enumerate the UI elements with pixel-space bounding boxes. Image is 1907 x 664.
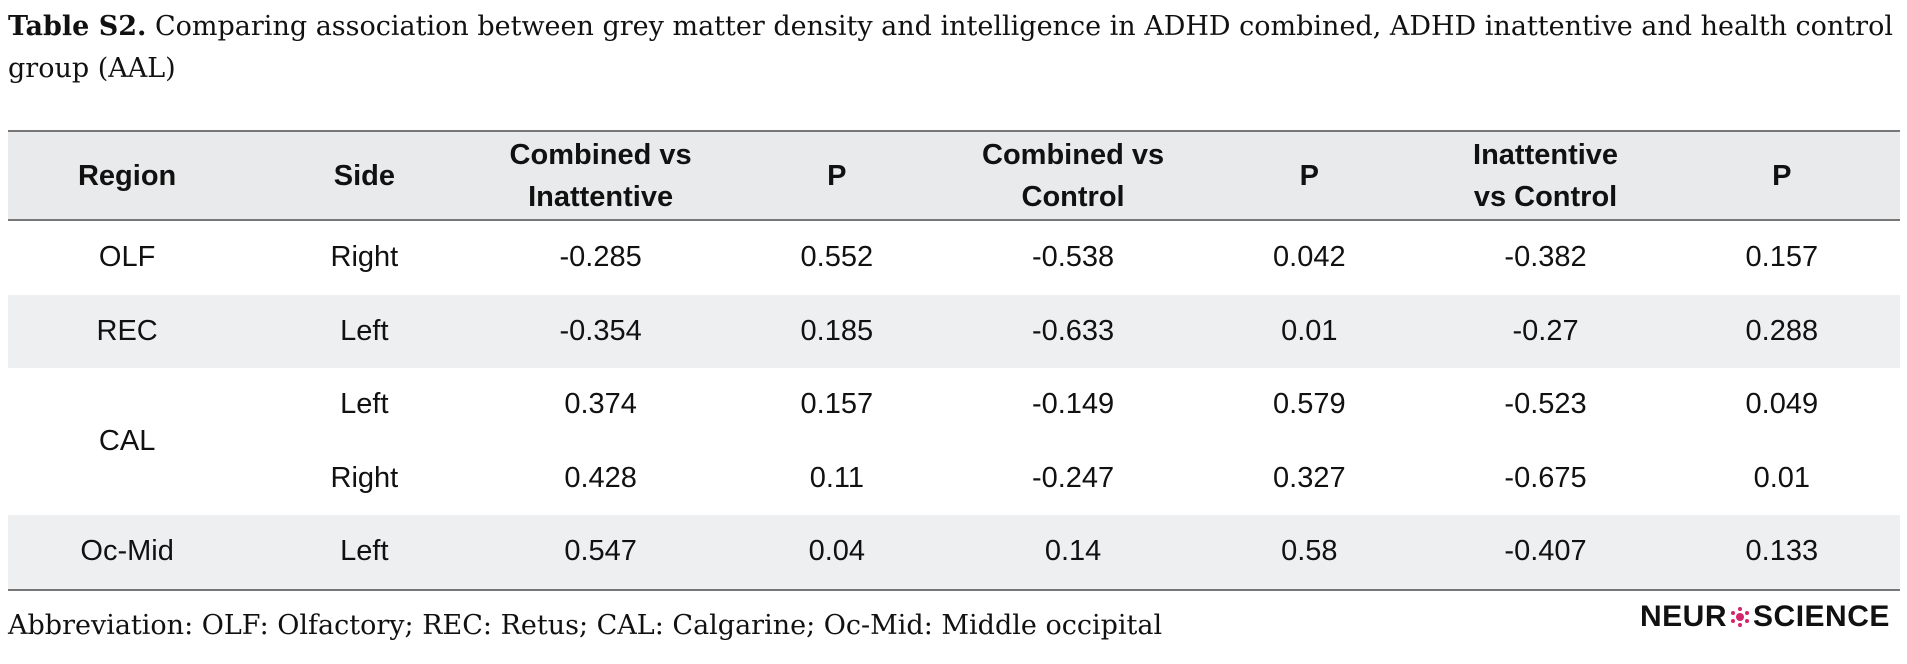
cell-p1: 0.185 xyxy=(718,294,955,368)
cell-p2: 0.01 xyxy=(1191,294,1428,368)
cell-side: Left xyxy=(246,294,483,368)
table-caption: Table S2. Comparing association between … xyxy=(8,6,1898,90)
logo-text-right: SCIENCE xyxy=(1753,600,1890,633)
caption-label: Table S2. xyxy=(8,11,147,42)
cell-combined-vs-control: -0.247 xyxy=(1031,461,1115,494)
cell-p1: 0.157 xyxy=(800,388,874,421)
cell-combined-vs-control: -0.149 xyxy=(1031,388,1115,421)
table-row: OLF Right -0.285 0.552 -0.538 0.042 -0.3… xyxy=(8,220,1900,295)
cell-side: Left xyxy=(246,515,483,591)
cell-region: Oc-Mid xyxy=(8,515,247,591)
cell-inattentive-vs-control: -0.407 xyxy=(1427,515,1664,591)
header-p2: P xyxy=(1191,130,1428,221)
header-line: Control xyxy=(1021,180,1125,213)
header-line: Combined vs xyxy=(509,138,692,171)
cell-side: Right xyxy=(330,461,399,494)
header-side: Side xyxy=(246,130,483,221)
abbreviation-note: Abbreviation: OLF: Olfactory; REC: Retus… xyxy=(8,610,1163,641)
cell-side: Left xyxy=(340,388,389,421)
table-row: CAL Left 0.374 0.157 -0.149 0.579 -0.523… xyxy=(8,368,1900,515)
cell-p3: 0.157 xyxy=(1745,241,1819,274)
header-combined-vs-inattentive: Combined vs Inattentive xyxy=(482,130,719,221)
table-header-row: Region Side Combined vs Inattentive P Co… xyxy=(8,130,1900,221)
cell-p3: 0.133 xyxy=(1663,515,1900,591)
header-region: Region xyxy=(8,130,247,221)
caption-text: Comparing association between grey matte… xyxy=(8,11,1893,84)
cell-p2: 0.579 xyxy=(1273,388,1346,421)
cell-side: Right xyxy=(330,241,399,274)
header-line: Inattentive xyxy=(1473,138,1619,171)
cell-combined-vs-control: 0.14 xyxy=(954,515,1192,591)
neuron-icon xyxy=(1729,606,1751,628)
cell-inattentive-vs-control: -0.675 xyxy=(1504,461,1587,494)
cell-p1: 0.552 xyxy=(800,241,874,274)
cell-region: OLF xyxy=(98,241,156,274)
header-p3: P xyxy=(1663,130,1900,221)
header-line: Combined vs xyxy=(982,138,1165,171)
cell-inattentive-vs-control: -0.27 xyxy=(1427,294,1664,368)
neuroscience-logo: NEUR SCIENCE xyxy=(1640,600,1890,634)
table-row: REC Left -0.354 0.185 -0.633 0.01 -0.27 … xyxy=(8,294,1900,368)
cell-p2: 0.042 xyxy=(1273,241,1346,274)
cell-region: REC xyxy=(8,294,247,368)
header-inattentive-vs-control: Inattentive vs Control xyxy=(1427,130,1664,221)
table-row: Oc-Mid Left 0.547 0.04 0.14 0.58 -0.407 … xyxy=(8,515,1900,591)
cell-p2: 0.58 xyxy=(1191,515,1428,591)
logo-text-left: NEUR xyxy=(1640,600,1728,633)
cell-inattentive-vs-control: -0.382 xyxy=(1504,241,1587,274)
header-line: Inattentive xyxy=(528,180,674,213)
cell-combined-vs-inattentive: -0.354 xyxy=(482,294,719,368)
cell-combined-vs-inattentive: 0.374 xyxy=(564,388,637,421)
cell-inattentive-vs-control: -0.523 xyxy=(1504,388,1587,421)
cell-p1: 0.11 xyxy=(809,461,864,494)
cell-p3: 0.01 xyxy=(1753,461,1811,494)
cell-combined-vs-inattentive: -0.285 xyxy=(559,241,642,274)
cell-p3: 0.288 xyxy=(1663,294,1900,368)
cell-combined-vs-inattentive: 0.428 xyxy=(564,461,637,494)
table-row: Right 0.428 0.11 -0.247 0.327 -0.675 0.0… xyxy=(8,442,1900,516)
header-combined-vs-control: Combined vs Control xyxy=(954,130,1192,221)
cell-p1: 0.04 xyxy=(718,515,955,591)
cell-p3: 0.049 xyxy=(1745,388,1819,421)
cell-combined-vs-control: -0.633 xyxy=(954,294,1192,368)
results-table: Region Side Combined vs Inattentive P Co… xyxy=(8,130,1900,591)
cell-combined-vs-control: -0.538 xyxy=(1031,241,1115,274)
header-line: vs Control xyxy=(1473,180,1618,213)
cell-combined-vs-inattentive: 0.547 xyxy=(482,515,719,591)
cell-region: CAL xyxy=(8,368,247,515)
cell-p2: 0.327 xyxy=(1273,461,1346,494)
header-p1: P xyxy=(718,130,955,221)
